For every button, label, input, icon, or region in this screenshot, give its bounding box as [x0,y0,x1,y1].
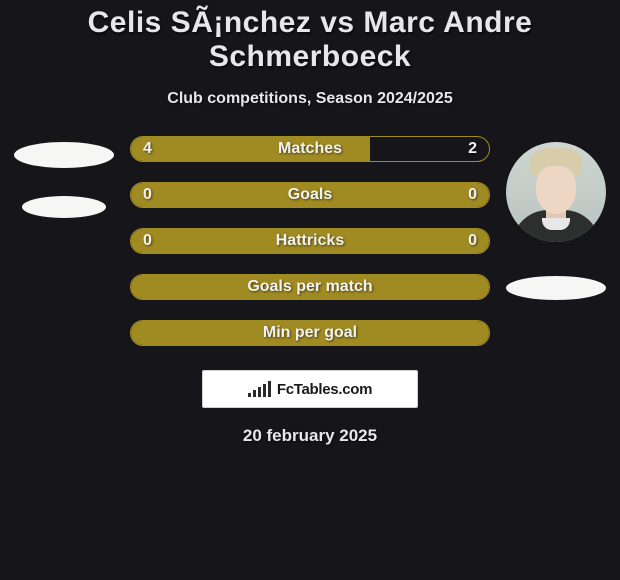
stat-label: Goals [288,186,332,204]
player-right-photo [506,142,606,242]
player-left-column [12,136,116,218]
stat-label: Goals per match [247,278,372,296]
matchup-container: 4 2 Matches 0 0 Goals 0 0 Hattricks Goals per mat… [10,136,610,346]
watermark-text: FcTables.com [277,381,372,398]
stat-value-right: 0 [468,186,477,204]
watermark-logo: FcTables.com [202,370,418,408]
stat-rows: 4 2 Matches 0 0 Goals 0 0 Hattricks Goals per mat… [130,136,490,346]
player-left-placeholder-2 [22,196,106,218]
comparison-card: Celis SÃ¡nchez vs Marc Andre Schmerboeck… [0,0,620,446]
stat-value-right: 2 [468,140,477,158]
stat-label: Min per goal [263,324,357,342]
stat-value-left: 0 [143,232,152,250]
subtitle: Club competitions, Season 2024/2025 [10,90,610,108]
date-label: 20 february 2025 [10,426,610,446]
stat-row: 0 0 Hattricks [130,228,490,254]
player-right-column [504,136,608,300]
stat-label: Matches [278,140,342,158]
stat-value-right: 0 [468,232,477,250]
page-title: Celis SÃ¡nchez vs Marc Andre Schmerboeck [10,0,610,74]
bars-icon [248,381,271,397]
stat-label: Hattricks [276,232,344,250]
stat-row: Goals per match [130,274,490,300]
stat-row: Min per goal [130,320,490,346]
player-left-placeholder-1 [14,142,114,168]
player-right-placeholder [506,276,606,300]
stat-row: 4 2 Matches [130,136,490,162]
stat-value-left: 0 [143,186,152,204]
stat-value-left: 4 [143,140,152,158]
stat-row: 0 0 Goals [130,182,490,208]
